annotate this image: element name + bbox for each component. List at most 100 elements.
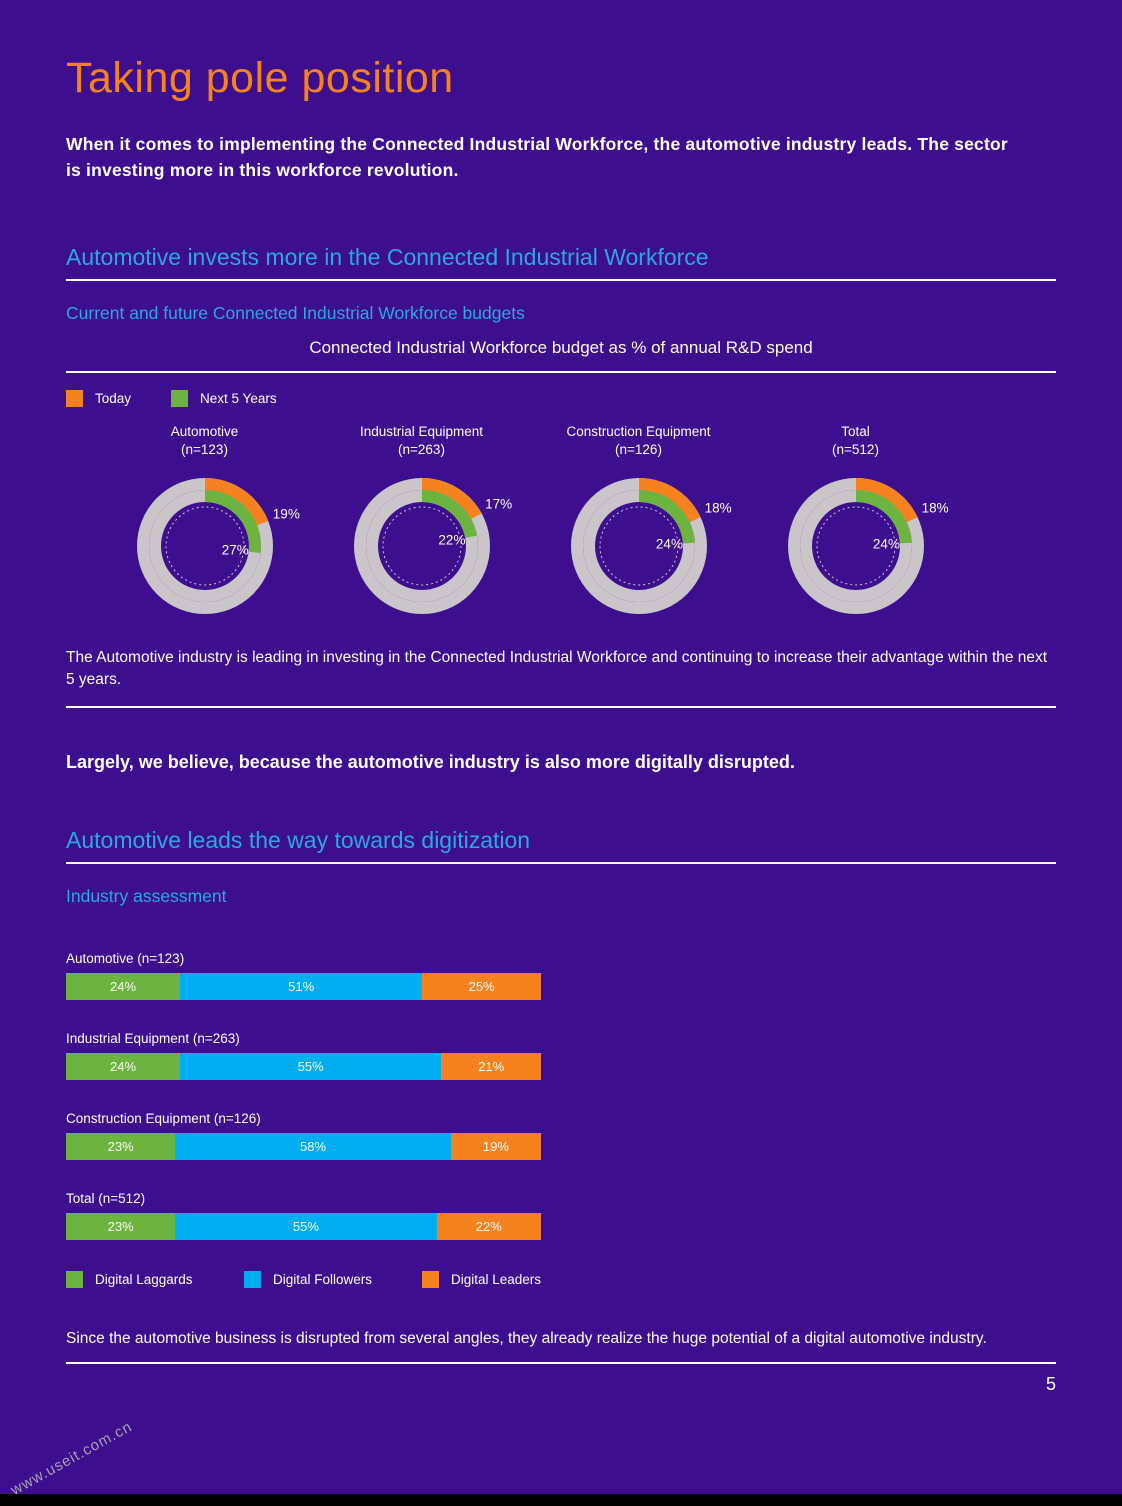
bar-category-label: Automotive (n=123) — [66, 950, 185, 966]
legend-label: Today — [95, 390, 132, 406]
donut-arc-next-5-years — [582, 489, 695, 602]
statement-paragraph: Largely, we believe, because the automot… — [66, 751, 795, 772]
donut-arc-next-5-years — [365, 489, 478, 602]
donut-svg — [787, 477, 924, 614]
donut-svg — [353, 477, 490, 614]
bar-chart-legend: Digital Laggards Digital Followers Digital… — [66, 1270, 1056, 1288]
divider — [66, 705, 1056, 708]
today-pct-label: 18% — [704, 500, 732, 516]
legend-item-today: Today — [66, 389, 132, 407]
divider — [66, 278, 1056, 281]
legend-swatch-icon — [171, 389, 189, 407]
donut-group-name: Automotive — [170, 423, 239, 439]
donut-group-title: Construction Equipment (n=126) — [530, 423, 747, 459]
bar-group-industrial-equipment-n-263: Industrial Equipment (n=263) 24% 55% 21% — [66, 1031, 1056, 1080]
bar-group-construction-equipment-n-126: Construction Equipment (n=126) 23% 58% 19% — [66, 1111, 1056, 1160]
bottom-strip — [0, 1494, 1122, 1506]
bar-segment-digital-leaders: 19% — [450, 1132, 541, 1160]
divider — [66, 1362, 1056, 1365]
donut-figure: 18% 24% — [539, 461, 739, 631]
legend-item-digital-laggards: Digital Laggards — [66, 1270, 244, 1288]
next-5-years-pct-label: 22% — [438, 532, 466, 548]
today-pct-label: 17% — [485, 496, 513, 512]
legend-label: Next 5 Years — [200, 390, 277, 406]
bar-segment-digital-leaders: 25% — [422, 972, 541, 1000]
donut-arc-today — [570, 477, 707, 614]
donut-figure: 17% 22% — [322, 461, 522, 631]
donut-group-n: (n=123) — [181, 441, 228, 457]
bar-segment-digital-laggards: 23% — [66, 1132, 176, 1160]
donut-chart-total: Total (n=512) 18% 24% — [747, 423, 964, 631]
donut-chart-industrial-equipment: Industrial Equipment (n=263) 17% 22% — [313, 423, 530, 631]
next-5-years-pct-label: 27% — [221, 542, 249, 558]
donut-dashed-guide — [165, 506, 244, 586]
stacked-bar: 24% 51% 25% — [66, 972, 541, 1000]
section2-subheading: Industry assessment — [66, 885, 227, 906]
page-number: 5 — [1045, 1374, 1056, 1395]
donut-chart-automotive: Automotive (n=123) 19% 27% — [96, 423, 313, 631]
donut-dashed-guide — [599, 506, 678, 586]
intro-paragraph: When it comes to implementing the Connec… — [66, 134, 1008, 181]
stacked-bar: 23% 58% 19% — [66, 1132, 541, 1160]
donut-svg — [136, 477, 273, 614]
legend-item-next-5-years: Next 5 Years — [171, 389, 277, 407]
donut-group-name: Construction Equipment — [566, 423, 711, 439]
bar-chart-note: Since the automotive business is disrupt… — [66, 1329, 987, 1347]
donut-charts: Automotive (n=123) 19% 27% Industrial Equipm… — [96, 423, 964, 631]
donut-chart-legend: Today Next 5 Years — [66, 389, 1056, 407]
bar-segment-digital-leaders: 22% — [436, 1212, 541, 1240]
donut-figure: 19% 27% — [105, 461, 305, 631]
legend-label: Digital Followers — [273, 1271, 373, 1287]
divider — [66, 370, 1056, 373]
donut-group-n: (n=512) — [832, 441, 879, 457]
page-content: Taking pole position When it comes to im… — [0, 54, 1122, 1395]
donut-chart-title: Connected Industrial Workforce budget as… — [309, 337, 813, 357]
bar-segment-digital-followers: 58% — [175, 1132, 451, 1160]
donut-group-title: Automotive (n=123) — [96, 423, 313, 459]
section1-subheading: Current and future Connected Industrial … — [66, 302, 525, 323]
donut-group-name: Industrial Equipment — [359, 423, 484, 439]
bar-category-label: Total (n=512) — [66, 1190, 146, 1206]
section2-heading: Automotive leads the way towards digitiz… — [66, 826, 531, 853]
donut-group-title: Total (n=512) — [747, 423, 964, 459]
stacked-bar: 23% 55% 22% — [66, 1212, 541, 1240]
bar-group-automotive-n-123: Automotive (n=123) 24% 51% 25% — [66, 951, 1056, 1000]
donut-figure: 18% 24% — [756, 461, 956, 631]
donut-arc-today — [787, 477, 924, 614]
donut-arc-next-5-years — [799, 489, 912, 602]
bar-category-label: Construction Equipment (n=126) — [66, 1110, 261, 1126]
bar-segment-digital-laggards: 24% — [66, 1052, 180, 1080]
legend-label: Digital Leaders — [451, 1271, 542, 1287]
bar-segment-digital-leaders: 21% — [441, 1052, 541, 1080]
donut-group-n: (n=126) — [615, 441, 662, 457]
legend-swatch-icon — [422, 1270, 439, 1288]
legend-label: Digital Laggards — [95, 1271, 193, 1287]
donut-arc-next-5-years — [148, 489, 261, 602]
donut-group-title: Industrial Equipment (n=263) — [313, 423, 530, 459]
bar-group-total-n-512: Total (n=512) 23% 55% 22% — [66, 1191, 1056, 1240]
stacked-bar-chart: Automotive (n=123) 24% 51% 25% Industrial Eq… — [66, 951, 1056, 1240]
donut-chart-construction-equipment: Construction Equipment (n=126) 18% 24% — [530, 423, 747, 631]
stacked-bar: 24% 55% 21% — [66, 1052, 541, 1080]
donut-group-n: (n=263) — [398, 441, 445, 457]
legend-swatch-icon — [244, 1270, 261, 1288]
donut-group-name: Total — [841, 423, 870, 439]
legend-swatch-icon — [66, 1270, 83, 1288]
page-title: Taking pole position — [66, 54, 454, 102]
legend-item-digital-leaders: Digital Leaders — [422, 1270, 600, 1288]
bar-segment-digital-laggards: 24% — [66, 972, 180, 1000]
bar-category-label: Industrial Equipment (n=263) — [66, 1030, 240, 1046]
today-pct-label: 19% — [272, 506, 300, 522]
watermark: www.useit.com.cn — [8, 1418, 136, 1499]
section1-heading: Automotive invests more in the Connected… — [66, 243, 709, 270]
legend-item-digital-followers: Digital Followers — [244, 1270, 422, 1288]
bar-segment-digital-followers: 55% — [180, 1052, 442, 1080]
bar-segment-digital-followers: 51% — [180, 972, 423, 1000]
donut-dashed-guide — [816, 506, 895, 586]
next-5-years-pct-label: 24% — [872, 536, 900, 552]
today-pct-label: 18% — [921, 500, 949, 516]
donut-dashed-guide — [382, 506, 461, 586]
bar-segment-digital-followers: 55% — [175, 1212, 437, 1240]
divider — [66, 861, 1056, 864]
bar-segment-digital-laggards: 23% — [66, 1212, 176, 1240]
